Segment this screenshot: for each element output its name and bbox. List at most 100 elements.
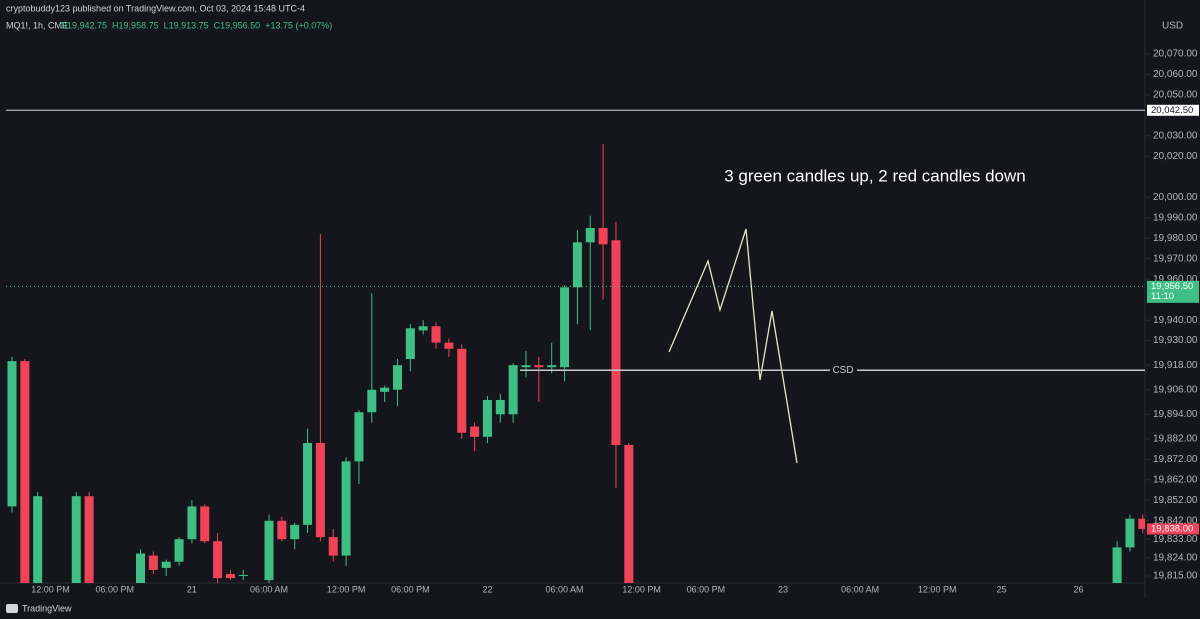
candle-body	[380, 387, 390, 392]
candle-body	[187, 506, 197, 540]
y-tick-label: 19,872.00	[1153, 454, 1198, 465]
candle-body	[264, 520, 274, 581]
y-tick-label: 19,842.00	[1153, 515, 1198, 526]
x-tick-label: 25	[996, 584, 1006, 594]
y-tick-label: 19,990.00	[1153, 212, 1198, 223]
y-tick-label: 19,882.00	[1153, 434, 1198, 445]
candle-body	[470, 426, 480, 437]
x-tick-label: 06:00 PM	[391, 584, 430, 594]
candle-body	[611, 240, 621, 446]
candle-body	[290, 524, 300, 540]
candle-body	[482, 399, 492, 437]
candle-body	[508, 365, 518, 415]
x-tick-label: 06:00 AM	[841, 584, 879, 594]
price-label: 19,838.00	[1151, 523, 1193, 534]
x-tick-label: 12:00 PM	[327, 584, 366, 594]
candle-body	[560, 287, 570, 368]
candle-body	[547, 365, 557, 368]
candle-body	[1112, 547, 1122, 583]
y-tick-label: 19,970.00	[1153, 253, 1198, 264]
candle-body	[33, 496, 43, 583]
symbol: MQ1!, 1h, CME	[6, 20, 68, 30]
candle-body	[534, 365, 544, 368]
y-tick-label: 20,000.00	[1153, 192, 1198, 203]
x-tick-label: 06:00 PM	[96, 584, 135, 594]
x-tick-label: 21	[187, 584, 197, 594]
footer	[0, 598, 1200, 619]
candle-body	[174, 539, 184, 562]
brand: TradingView	[22, 603, 72, 613]
candle-body	[225, 573, 235, 579]
y-tick-label: 19,906.00	[1153, 384, 1198, 395]
y-tick-label: 20,060.00	[1153, 69, 1198, 80]
y-tick-label: 19,833.00	[1153, 534, 1198, 545]
legend-value: O19,942.75	[60, 20, 107, 30]
y-tick-label: 19,852.00	[1153, 495, 1198, 506]
brand-logo	[6, 604, 18, 613]
ohlc-legend: O19,942.75 H19,958.75 L19,913.75 C19,956.50…	[60, 20, 332, 30]
candle-body	[367, 389, 377, 413]
price-label: 19,956.50	[1151, 281, 1193, 292]
candle-body	[572, 242, 582, 288]
y-tick-label: 20,050.00	[1153, 90, 1198, 101]
y-tick-label: 19,894.00	[1153, 409, 1198, 420]
candle-body	[393, 365, 402, 390]
candle-body	[71, 496, 81, 583]
candle-body	[161, 561, 171, 568]
candle-body	[1125, 518, 1135, 548]
x-tick-label: 12:00 PM	[31, 584, 70, 594]
x-tick-label: 12:00 PM	[918, 584, 957, 594]
price-label-box	[1147, 104, 1199, 116]
x-tick-label: 12:00 PM	[622, 584, 661, 594]
candle-body	[1138, 518, 1145, 529]
candle-body	[277, 520, 287, 540]
x-tick-label: 23	[778, 584, 788, 594]
legend-value: L19,913.75	[164, 20, 209, 30]
zigzag-drawing	[668, 228, 798, 464]
y-tick-label: 19,824.00	[1153, 552, 1198, 563]
y-tick-label: 20,070.00	[1153, 49, 1198, 60]
candle-body	[598, 228, 608, 245]
candle-body	[405, 328, 415, 360]
candle-body	[213, 541, 223, 579]
x-tick-label: 06:00 AM	[250, 584, 288, 594]
price-countdown: 11:10	[1151, 291, 1174, 302]
candle-body	[303, 442, 313, 525]
candle-body	[457, 348, 467, 433]
currency: USD	[1162, 21, 1183, 32]
legend-value: H19,958.75	[112, 20, 159, 30]
candle-body	[624, 445, 634, 583]
legend-value: C19,956.50	[214, 20, 261, 30]
candle-body	[238, 575, 248, 577]
header: cryptobuddy123 published on TradingView.…	[6, 3, 305, 13]
y-tick-label: 19,960.00	[1153, 274, 1198, 285]
price-label: 20,042.50	[1151, 105, 1193, 116]
candle-body	[328, 537, 338, 556]
candle-body	[354, 412, 364, 462]
candle-body	[418, 326, 428, 331]
level-label: CSD	[832, 365, 853, 376]
candle-body	[585, 228, 595, 243]
y-tick-label: 19,980.00	[1153, 233, 1198, 244]
y-tick-label: 19,930.00	[1153, 335, 1198, 346]
candle-body	[495, 399, 505, 415]
price-label-box	[1147, 280, 1199, 303]
x-tick-label: 22	[482, 584, 492, 594]
candle-body	[84, 496, 94, 583]
candle-body	[200, 506, 210, 542]
plot-area	[7, 144, 1145, 583]
x-tick-label: 26	[1074, 584, 1084, 594]
y-tick-label: 19,940.00	[1153, 315, 1198, 326]
candle-body	[521, 365, 531, 368]
y-tick-label: 19,815.00	[1153, 571, 1198, 582]
candle-body	[341, 461, 351, 556]
x-tick-label: 06:00 PM	[687, 584, 726, 594]
candle-body	[7, 361, 17, 507]
candle-body	[444, 342, 454, 349]
y-tick-label: 19,862.00	[1153, 474, 1198, 485]
y-tick-label: 20,020.00	[1153, 151, 1198, 162]
x-tick-label: 06:00 AM	[546, 584, 584, 594]
